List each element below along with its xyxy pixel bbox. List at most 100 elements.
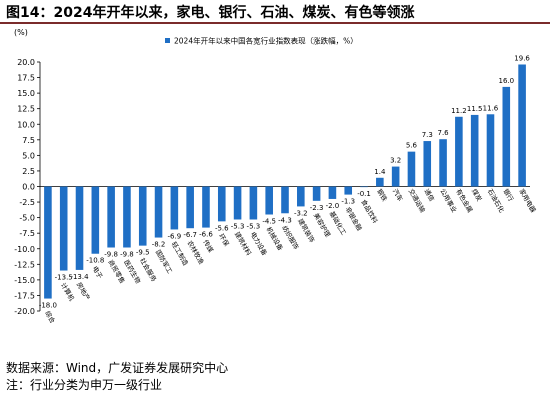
y-tick-label: 15.0 xyxy=(17,89,35,98)
bar-value-label: -0.1 xyxy=(357,190,371,198)
bar xyxy=(297,186,305,207)
bar-value-label: -5.3 xyxy=(231,222,245,230)
bar xyxy=(486,114,495,187)
category-label: 家用电器 xyxy=(517,187,538,214)
category-label: 非银金融 xyxy=(343,205,364,232)
bar-value-label: -9.5 xyxy=(136,249,150,257)
bar-value-label: -2.0 xyxy=(326,202,340,210)
category-label: 汽车 xyxy=(391,187,406,203)
bar xyxy=(123,186,131,248)
figure-footer: 数据来源：Wind，广发证券发展研究中心 注：行业分类为申万一级行业 xyxy=(6,360,228,394)
bar-value-label: -6.7 xyxy=(183,231,197,239)
bar xyxy=(44,186,52,299)
bar xyxy=(138,186,147,246)
category-label: 传媒 xyxy=(201,238,216,254)
category-label: 环保 xyxy=(217,232,232,248)
y-tick-label: -2.5 xyxy=(19,198,35,207)
bar xyxy=(170,186,179,230)
bar-value-label: -9.8 xyxy=(104,251,118,259)
y-tick-label: -12.5 xyxy=(14,260,35,269)
source-note: 数据来源：Wind，广发证券发展研究中心 xyxy=(6,361,229,375)
y-tick-label: 7.5 xyxy=(22,136,35,145)
bar xyxy=(154,186,163,238)
bar-value-label: -1.3 xyxy=(341,198,355,206)
category-label: 通信 xyxy=(423,187,438,203)
bar xyxy=(59,186,68,271)
bar xyxy=(455,116,463,187)
category-label: 综合 xyxy=(43,309,58,325)
bar xyxy=(233,186,242,220)
legend-swatch xyxy=(165,38,170,43)
bar xyxy=(107,186,115,248)
y-tick-label: -15.0 xyxy=(14,276,35,285)
bar xyxy=(328,186,337,199)
bar-value-label: -4.5 xyxy=(262,218,276,226)
category-label: 国防军工 xyxy=(154,248,175,275)
y-tick-label: -17.5 xyxy=(14,291,35,300)
bar xyxy=(423,141,432,187)
bar-value-label: 16.0 xyxy=(498,77,514,85)
bar xyxy=(344,186,353,195)
category-label: 银行 xyxy=(502,187,517,203)
figure-title: 图14：2024年开年以来，家电、银行、石油、煤炭、有色等领涨 xyxy=(6,5,415,21)
bar-value-label: -5.6 xyxy=(215,224,229,232)
bar-chart: 20.0 17.5 15.0 12.5 10.0 7.5 5.0 2.5 0.0 -2.5 -5.0… xyxy=(14,28,538,325)
classification-note: 注：行业分类为申万一级行业 xyxy=(6,378,163,392)
bar-series xyxy=(44,64,526,299)
category-label: 电子 xyxy=(91,264,106,280)
y-tick-label: 20.0 xyxy=(17,58,35,67)
bar-value-label: -6.6 xyxy=(199,231,213,239)
y-tick-label: 0.0 xyxy=(22,183,35,192)
bar-value-label: 1.4 xyxy=(374,168,386,176)
bar-value-label: 11.2 xyxy=(451,107,467,115)
y-tick-label: 2.5 xyxy=(22,167,35,176)
bar xyxy=(281,186,289,214)
category-label: 钢铁 xyxy=(375,187,390,203)
bar-value-label: -13.5 xyxy=(55,274,73,282)
bar-value-label: -5.3 xyxy=(247,222,261,230)
y-tick-label: 12.5 xyxy=(17,105,35,114)
bar-value-label: -8.2 xyxy=(152,241,166,249)
bar xyxy=(186,186,194,229)
bar xyxy=(360,186,368,188)
figure-header: 图14：2024年开年以来，家电、银行、石油、煤炭、有色等领涨 xyxy=(0,0,550,24)
bar xyxy=(376,177,384,187)
bar-value-label: -6.9 xyxy=(168,232,182,240)
category-label: 煤炭 xyxy=(470,187,485,203)
data-labels: -18.0-13.5-13.4-10.8-9.8 -9.8 -9.5-8.2-6.9… xyxy=(39,54,531,309)
y-tick-label: -5.0 xyxy=(19,214,35,223)
legend-label: 2024年开年以来中国各宽行业指数表现（涨跌幅，%） xyxy=(174,36,358,46)
category-label: 食品饮料 xyxy=(359,198,380,225)
category-label: 房地产 xyxy=(75,280,93,302)
bar xyxy=(75,186,84,270)
bar xyxy=(502,86,511,187)
bar xyxy=(249,186,258,220)
y-tick-label: 10.0 xyxy=(17,120,35,129)
bar-value-label: -18.0 xyxy=(39,302,57,310)
bar-value-label: 11.5 xyxy=(467,105,483,113)
bar-value-label: 5.6 xyxy=(406,142,418,150)
y-tick-label: -7.5 xyxy=(19,229,35,238)
bar-value-label: -13.4 xyxy=(70,273,89,281)
bar-value-label: 3.2 xyxy=(390,157,401,165)
y-tick-label: 5.0 xyxy=(22,151,35,160)
bar-value-label: 7.6 xyxy=(437,129,449,137)
bar xyxy=(407,151,416,187)
bar xyxy=(265,186,273,215)
y-tick-label: 17.5 xyxy=(17,74,35,83)
bar-value-label: 7.3 xyxy=(422,131,433,139)
bar xyxy=(439,139,447,187)
bar-value-label: -4.3 xyxy=(278,216,292,224)
bar-value-label: -9.8 xyxy=(120,251,134,259)
y-tick-label: -10.0 xyxy=(14,245,35,254)
bar xyxy=(202,186,210,228)
category-label: 建筑装饰 xyxy=(296,217,317,244)
bar-value-label: 19.6 xyxy=(514,54,530,62)
category-label: 计算机 xyxy=(59,281,77,303)
bar xyxy=(470,114,479,187)
y-unit-label: (%) xyxy=(14,28,28,37)
bar xyxy=(91,186,100,254)
bar xyxy=(518,64,526,187)
bar-value-label: -3.2 xyxy=(294,209,308,217)
bar xyxy=(312,186,321,201)
